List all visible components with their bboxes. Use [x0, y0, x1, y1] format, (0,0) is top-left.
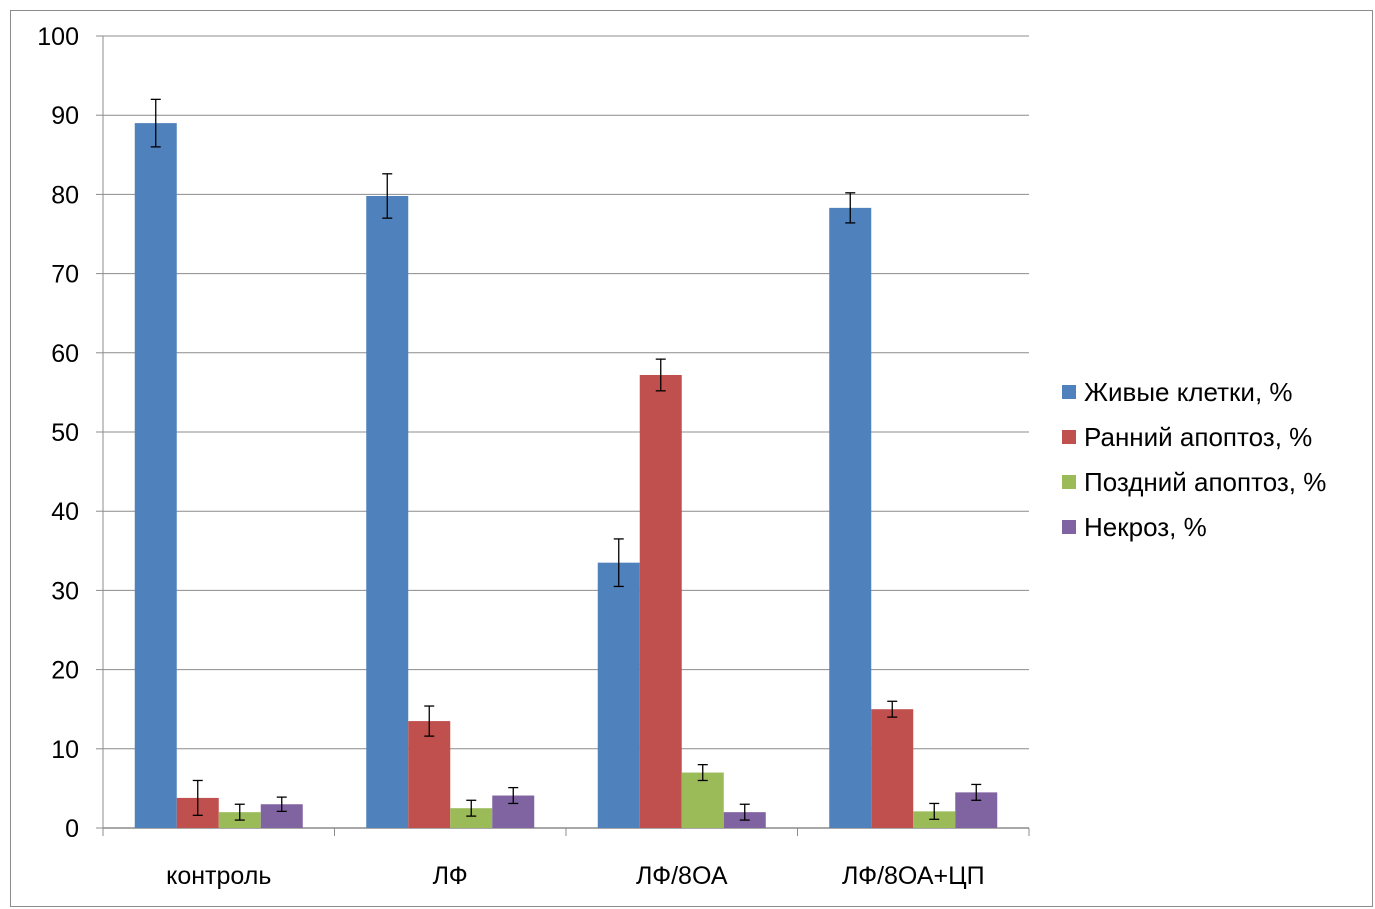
y-tick-label: 70 — [51, 261, 79, 289]
error-bar — [192, 779, 203, 816]
y-tick-label: 50 — [51, 419, 79, 447]
legend-item: Поздний апоптоз, % — [1062, 467, 1326, 497]
y-tick-label: 60 — [51, 340, 79, 368]
legend-label: Некроз, % — [1084, 512, 1207, 542]
bar — [681, 772, 724, 828]
bar — [871, 709, 914, 828]
y-tick-label: 80 — [51, 181, 79, 209]
error-bar — [887, 700, 898, 718]
error-bar — [697, 763, 708, 782]
error-bar — [929, 802, 940, 820]
y-tick-label: 40 — [51, 498, 79, 526]
bar — [260, 804, 303, 828]
bars — [134, 123, 998, 829]
legend-item: Ранний апоптоз, % — [1062, 422, 1312, 452]
category-label: ЛФ/8ОА+ЦП — [842, 862, 985, 890]
legend-item: Живые клетки, % — [1062, 377, 1293, 407]
error-bars — [150, 98, 982, 821]
bar — [450, 808, 493, 828]
bar — [597, 562, 640, 828]
legend-label: Живые клетки, % — [1084, 377, 1293, 407]
error-bar — [613, 538, 624, 588]
error-bar — [150, 98, 161, 148]
error-bar — [276, 796, 287, 813]
error-bar — [234, 803, 245, 821]
error-bar — [655, 358, 666, 392]
y-tick-label: 30 — [51, 577, 79, 605]
y-tick-label: 90 — [51, 102, 79, 130]
legend-swatch — [1062, 385, 1076, 399]
y-tick-label: 20 — [51, 657, 79, 685]
error-bar — [845, 192, 856, 224]
category-labels: контроль ЛФ ЛФ/8ОА ЛФ/8ОА+ЦП — [166, 862, 984, 890]
y-tick-label: 100 — [37, 23, 79, 51]
bar — [366, 195, 409, 828]
legend-label: Поздний апоптоз, % — [1084, 467, 1326, 497]
legend-label: Ранний апоптоз, % — [1084, 422, 1312, 452]
category-label: контроль — [166, 862, 271, 890]
category-label: ЛФ — [433, 862, 468, 890]
error-bar — [971, 783, 982, 801]
y-tick-label: 10 — [51, 736, 79, 764]
y-tick-label: 0 — [65, 815, 79, 843]
legend-swatch — [1062, 520, 1076, 534]
error-bar — [466, 799, 477, 817]
legend-swatch — [1062, 475, 1076, 489]
bar — [408, 721, 451, 828]
legend-item: Некроз, % — [1062, 512, 1207, 542]
bar — [829, 207, 872, 828]
bar — [639, 374, 682, 828]
category-label: ЛФ/8ОА — [636, 862, 728, 890]
legend: Живые клетки, % Ранний апоптоз, % Поздний … — [1062, 377, 1326, 542]
legend-swatch — [1062, 430, 1076, 444]
error-bar — [739, 803, 750, 821]
error-bar — [424, 705, 435, 737]
chart-frame — [10, 10, 1373, 907]
bar — [134, 123, 177, 829]
gridlines — [103, 35, 1029, 750]
axes: 0 10 20 30 40 50 60 70 80 90 100 — [37, 23, 1030, 843]
error-bar — [382, 173, 393, 219]
error-bar — [508, 786, 519, 805]
